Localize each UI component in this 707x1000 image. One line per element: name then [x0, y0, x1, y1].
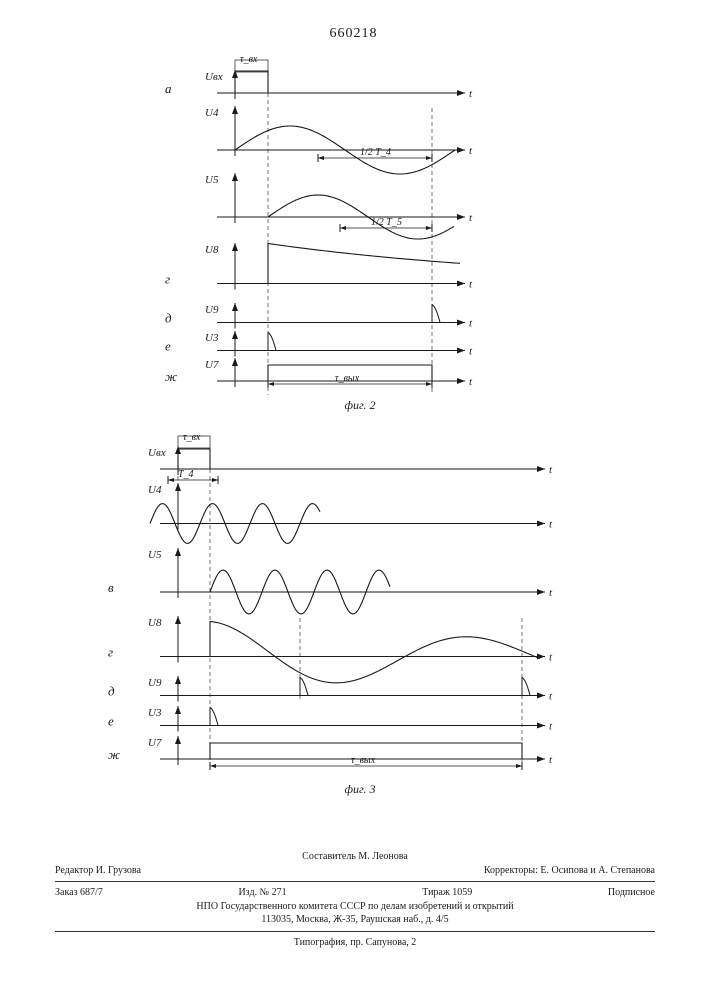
footer-izd: Изд. № 271: [238, 886, 286, 900]
svg-text:t: t: [469, 212, 473, 224]
svg-text:t: t: [469, 376, 473, 388]
svg-text:д: д: [108, 684, 115, 699]
svg-text:t: t: [469, 346, 473, 358]
svg-text:t: t: [469, 145, 473, 157]
svg-text:U4: U4: [205, 107, 219, 119]
footer-correctors: Корректоры: Е. Осипова и А. Степанова: [484, 864, 655, 878]
footer-rule-2: [55, 931, 655, 932]
svg-text:Uвх: Uвх: [205, 71, 223, 83]
svg-text:U7: U7: [148, 737, 162, 749]
svg-text:t: t: [549, 721, 553, 733]
footer-rule-1: [55, 881, 655, 882]
svg-text:U3: U3: [148, 707, 162, 719]
svg-text:1/2 T_4: 1/2 T_4: [360, 147, 391, 158]
svg-text:U5: U5: [148, 549, 162, 561]
svg-text:t: t: [549, 519, 553, 531]
figure2-caption: фиг. 2: [300, 398, 420, 413]
footer-editor: Редактор И. Грузова: [55, 864, 141, 878]
svg-text:е: е: [165, 339, 171, 354]
svg-text:T_4: T_4: [178, 469, 194, 480]
svg-text:U3: U3: [205, 332, 219, 344]
svg-text:τ_вых: τ_вых: [335, 373, 360, 384]
svg-text:U9: U9: [148, 677, 162, 689]
svg-text:t: t: [469, 88, 473, 100]
svg-text:г: г: [165, 272, 170, 287]
svg-text:t: t: [549, 754, 553, 766]
svg-text:ж: ж: [108, 747, 120, 762]
svg-text:U8: U8: [205, 244, 219, 256]
svg-text:г: г: [108, 645, 113, 660]
footer-compiler: Составитель М. Леонова: [55, 850, 655, 864]
svg-text:а: а: [165, 81, 172, 96]
svg-text:τ_вх: τ_вх: [183, 432, 201, 443]
svg-text:t: t: [549, 587, 553, 599]
svg-text:U8: U8: [148, 617, 162, 629]
footer-tirazh: Тираж 1059: [422, 886, 472, 900]
footer-org2: 113035, Москва, Ж-35, Раушская наб., д. …: [55, 913, 655, 927]
svg-text:τ_вых: τ_вых: [351, 755, 376, 766]
svg-text:t: t: [549, 652, 553, 664]
svg-text:д: д: [165, 311, 172, 326]
svg-text:в: в: [108, 580, 114, 595]
footer-order: Заказ 687/7: [55, 886, 103, 900]
svg-text:U7: U7: [205, 359, 219, 371]
footer-order-row: Заказ 687/7 Изд. № 271 Тираж 1059 Подпис…: [55, 886, 655, 900]
svg-text:t: t: [549, 691, 553, 703]
footer-org1: НПО Государственного комитета СССР по де…: [55, 900, 655, 914]
page: 660218 tUвхаτ_вхtU41/2 T_4tU51/2 T_5tU8г…: [0, 0, 707, 1000]
svg-text:τ_вх: τ_вх: [240, 54, 258, 65]
svg-text:U4: U4: [148, 484, 162, 496]
svg-text:ж: ж: [165, 369, 177, 384]
svg-text:е: е: [108, 714, 114, 729]
footer-typography: Типография, пр. Сапунова, 2: [55, 936, 655, 950]
svg-text:t: t: [469, 318, 473, 330]
svg-text:Uвх: Uвх: [148, 447, 166, 459]
footer-subscript: Подписное: [608, 886, 655, 900]
svg-text:U9: U9: [205, 304, 219, 316]
svg-text:U5: U5: [205, 174, 219, 186]
svg-text:t: t: [469, 279, 473, 291]
svg-text:t: t: [549, 464, 553, 476]
figures-svg: tUвхаτ_вхtU41/2 T_4tU51/2 T_5tU8гtU9дtU3…: [0, 0, 707, 830]
footer-editor-row: Редактор И. Грузова Корректоры: Е. Осипо…: [55, 864, 655, 878]
svg-text:1/2 T_5: 1/2 T_5: [371, 217, 402, 228]
footer: Составитель М. Леонова Редактор И. Грузо…: [55, 850, 655, 949]
figure3-caption: фиг. 3: [300, 782, 420, 797]
